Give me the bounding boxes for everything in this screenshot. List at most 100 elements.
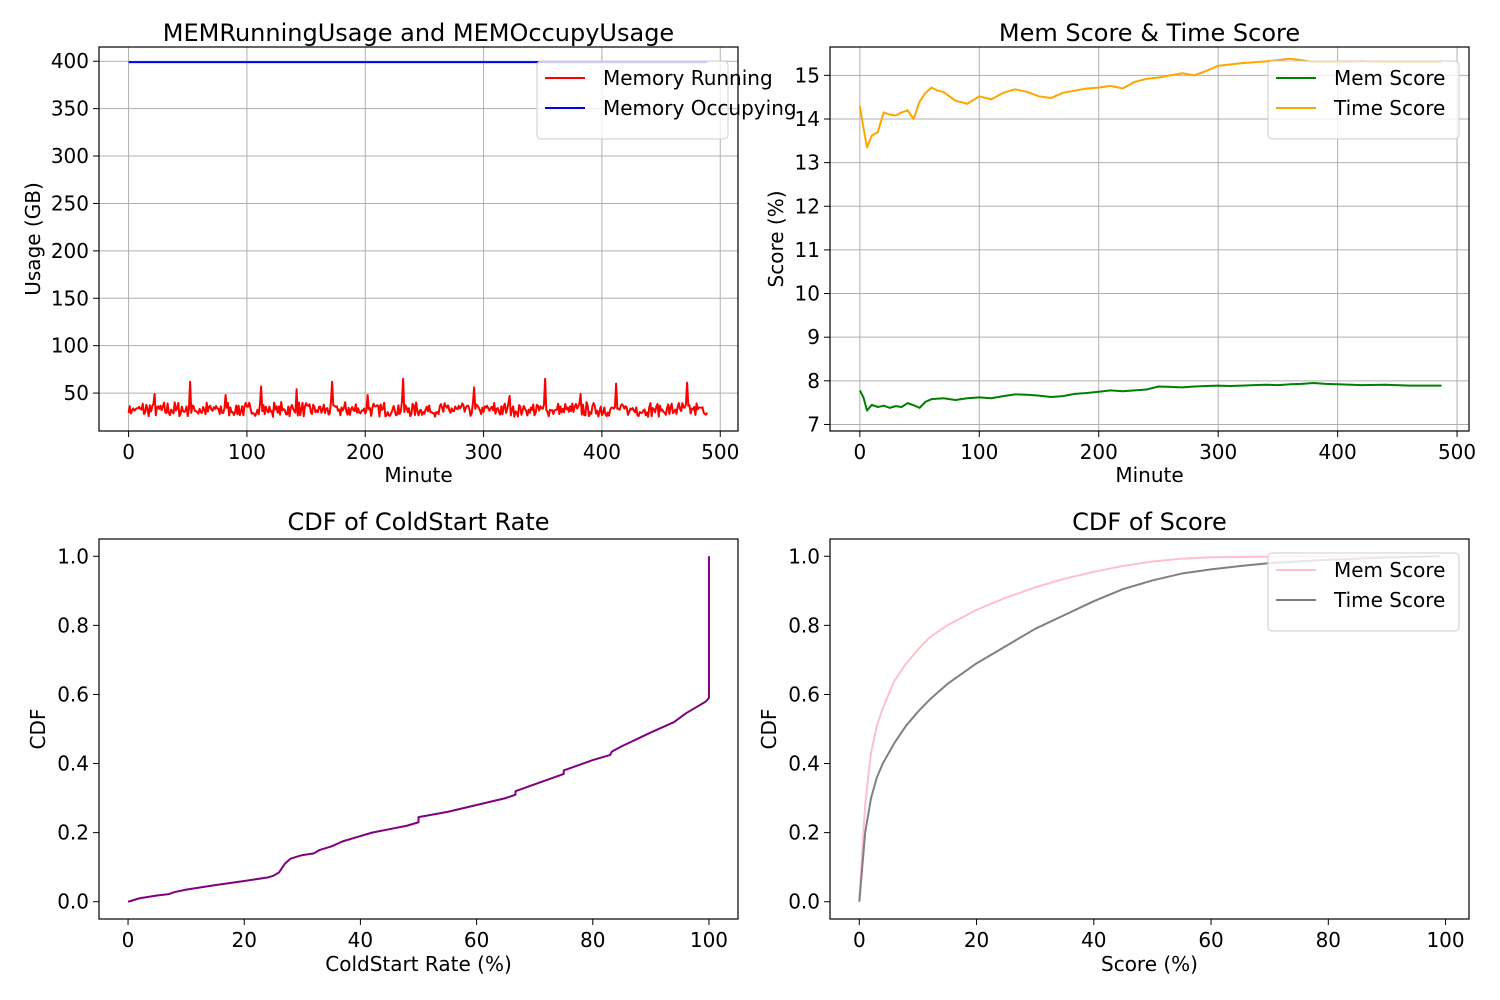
ticks: 0 100 200 300 400 500 7 8 9 10 11 12 13 14 15 — [795, 63, 1477, 464]
chart-scores: Mem Score & Time Score Minute Score (%) … — [764, 19, 1476, 487]
x-tick-label: 200 — [346, 440, 384, 464]
x-tick-label: 20 — [232, 928, 257, 952]
chart-coldstart-cdf: CDF of ColdStart Rate ColdStart Rate (%)… — [26, 508, 739, 976]
y-tick-label: 0.8 — [788, 613, 820, 637]
y-tick-label: 400 — [51, 49, 89, 73]
legend-box — [1267, 552, 1460, 632]
series-line-series — [127, 556, 710, 903]
chart-title: Mem Score & Time Score — [999, 19, 1300, 47]
y-tick-label: 250 — [51, 191, 89, 215]
legend: Memory Running Memory Occupying — [536, 60, 797, 140]
y-tick-label: 0.2 — [788, 821, 820, 845]
legend: Mem Score Time Score — [1267, 552, 1460, 632]
y-axis-label: Score (%) — [764, 191, 788, 288]
x-axis-label: Score (%) — [1101, 952, 1198, 976]
y-tick-label: 150 — [51, 286, 89, 310]
y-tick-label: 14 — [795, 107, 820, 131]
x-axis-label: Minute — [1115, 463, 1183, 487]
y-tick-label: 0.6 — [788, 682, 820, 706]
series-line-memory-running — [127, 377, 709, 418]
series-group — [127, 556, 710, 903]
y-tick-label: 15 — [795, 63, 820, 87]
x-tick-label: 80 — [580, 928, 605, 952]
y-tick-label: 12 — [795, 194, 820, 218]
x-tick-label: 80 — [1316, 928, 1341, 952]
legend-label-time-score: Time Score — [1333, 96, 1445, 120]
chart-title: MEMRunningUsage and MEMOccupyUsage — [163, 19, 674, 47]
ticks: 0 100 200 300 400 500 50 100 150 200 250 300 350 400 — [51, 49, 740, 464]
x-tick-label: 40 — [1081, 928, 1106, 952]
x-tick-label: 500 — [701, 440, 739, 464]
y-axis-label: Usage (GB) — [21, 182, 45, 296]
x-tick-label: 0 — [122, 928, 135, 952]
y-tick-label: 0.8 — [57, 613, 89, 637]
y-tick-label: 0.6 — [57, 682, 89, 706]
series-line-mem-score — [858, 382, 1442, 412]
plot-frame — [829, 46, 1470, 432]
legend-box — [1267, 60, 1460, 140]
x-tick-label: 100 — [690, 928, 728, 952]
series-line-mem-score — [858, 555, 1440, 902]
y-tick-label: 13 — [795, 151, 820, 175]
y-tick-label: 200 — [51, 239, 89, 263]
chart-memory-usage: MEMRunningUsage and MEMOccupyUsage Minut… — [21, 19, 797, 487]
y-tick-label: 1.0 — [57, 544, 89, 568]
y-tick-label: 9 — [807, 325, 820, 349]
y-tick-label: 0.0 — [57, 890, 89, 914]
x-tick-label: 20 — [964, 928, 989, 952]
y-axis-label: CDF — [26, 709, 50, 750]
y-tick-label: 0.4 — [788, 752, 820, 776]
y-tick-label: 100 — [51, 334, 89, 358]
x-tick-label: 500 — [1438, 440, 1476, 464]
x-tick-label: 300 — [1199, 440, 1237, 464]
plot-frame — [98, 538, 739, 920]
x-tick-label: 200 — [1080, 440, 1118, 464]
x-tick-label: 60 — [1198, 928, 1223, 952]
ticks: 0 20 40 60 80 100 0.0 0.2 0.4 0.6 0.8 1.0 — [57, 544, 728, 952]
x-tick-label: 100 — [960, 440, 998, 464]
legend-label-memory-occupying: Memory Occupying — [603, 96, 797, 120]
series-line-time-score — [858, 555, 1440, 902]
x-tick-label: 100 — [228, 440, 266, 464]
plot-frame — [829, 538, 1470, 920]
y-tick-label: 0.4 — [57, 752, 89, 776]
y-tick-label: 10 — [795, 282, 820, 306]
y-tick-label: 7 — [807, 412, 820, 436]
x-tick-label: 60 — [464, 928, 489, 952]
y-tick-label: 8 — [807, 369, 820, 393]
ticks: 0 20 40 60 80 100 0.0 0.2 0.4 0.6 0.8 1.0 — [788, 544, 1464, 952]
x-tick-label: 400 — [1319, 440, 1357, 464]
x-axis-label: Minute — [384, 463, 452, 487]
x-tick-label: 400 — [583, 440, 621, 464]
chart-title: CDF of Score — [1072, 508, 1227, 536]
y-tick-label: 1.0 — [788, 544, 820, 568]
legend-label-time-score: Time Score — [1333, 588, 1445, 612]
y-tick-label: 0.0 — [788, 890, 820, 914]
series-group — [858, 555, 1440, 902]
legend: Mem Score Time Score — [1267, 60, 1460, 140]
y-tick-label: 11 — [795, 238, 820, 262]
x-tick-label: 0 — [122, 440, 135, 464]
legend-label-mem-score: Mem Score — [1334, 66, 1445, 90]
y-axis-label: CDF — [757, 709, 781, 750]
y-tick-label: 300 — [51, 144, 89, 168]
x-tick-label: 0 — [853, 928, 866, 952]
y-tick-label: 0.2 — [57, 821, 89, 845]
x-tick-label: 100 — [1426, 928, 1464, 952]
legend-label-memory-running: Memory Running — [603, 66, 773, 90]
y-tick-label: 350 — [51, 97, 89, 121]
chart-score-cdf: CDF of Score Score (%) CDF 0 20 40 60 80 1000… — [757, 508, 1470, 976]
x-tick-label: 40 — [348, 928, 373, 952]
legend-label-mem-score: Mem Score — [1334, 558, 1445, 582]
x-axis-label: ColdStart Rate (%) — [325, 952, 512, 976]
legend-box — [536, 60, 729, 140]
x-tick-label: 0 — [853, 440, 866, 464]
series-group — [858, 57, 1442, 412]
chart-title: CDF of ColdStart Rate — [287, 508, 549, 536]
x-tick-label: 300 — [464, 440, 502, 464]
y-tick-label: 50 — [64, 381, 89, 405]
series-line-time-score — [858, 57, 1442, 149]
plot-frame — [98, 46, 739, 432]
